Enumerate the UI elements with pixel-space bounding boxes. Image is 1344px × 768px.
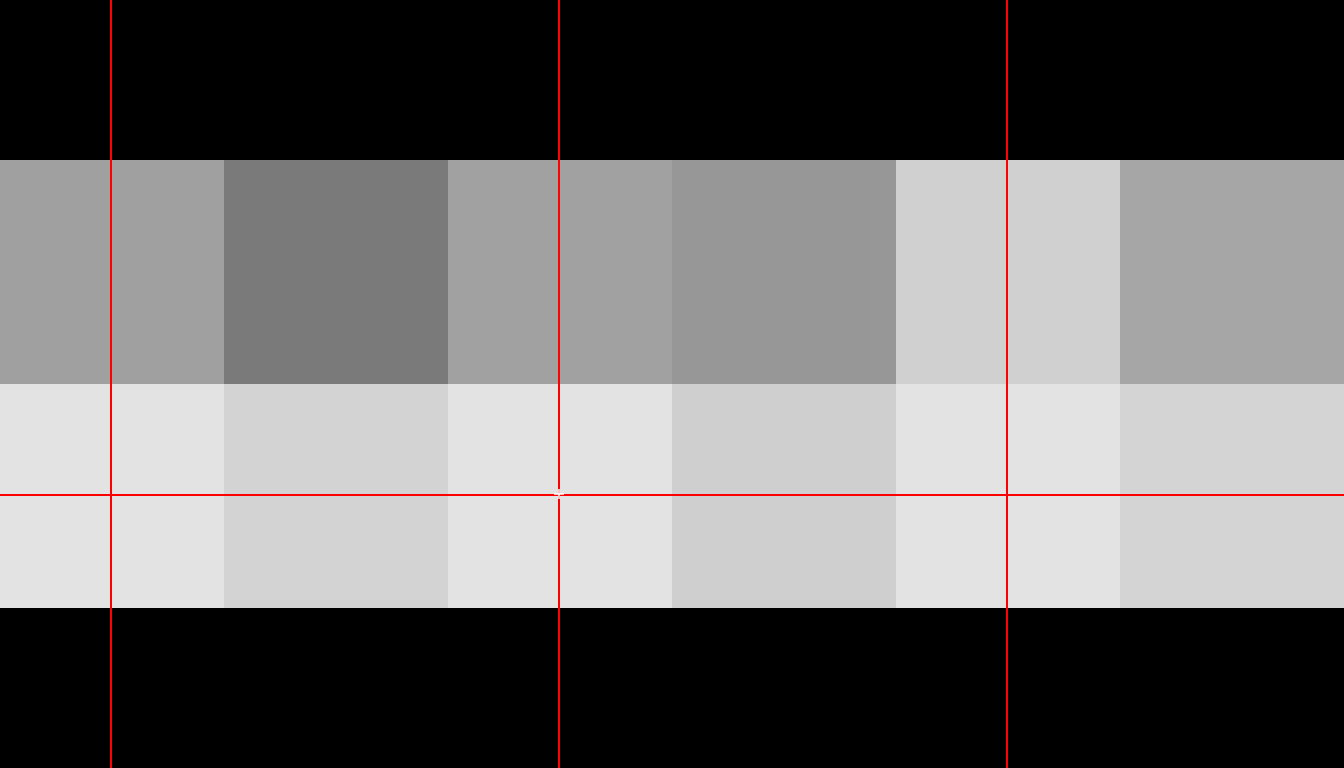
tile-row	[0, 160, 1344, 384]
tile-grid	[0, 160, 1344, 608]
tile	[1120, 160, 1344, 384]
tile	[448, 384, 672, 608]
tile	[672, 160, 896, 384]
tile	[224, 384, 448, 608]
tile	[0, 384, 224, 608]
tile	[0, 160, 224, 384]
crosshair-cursor-icon	[554, 489, 564, 499]
tile	[896, 384, 1120, 608]
tile	[672, 384, 896, 608]
tile	[896, 160, 1120, 384]
tile	[448, 160, 672, 384]
tile	[224, 160, 448, 384]
tile-row	[0, 384, 1344, 608]
tile	[1120, 384, 1344, 608]
